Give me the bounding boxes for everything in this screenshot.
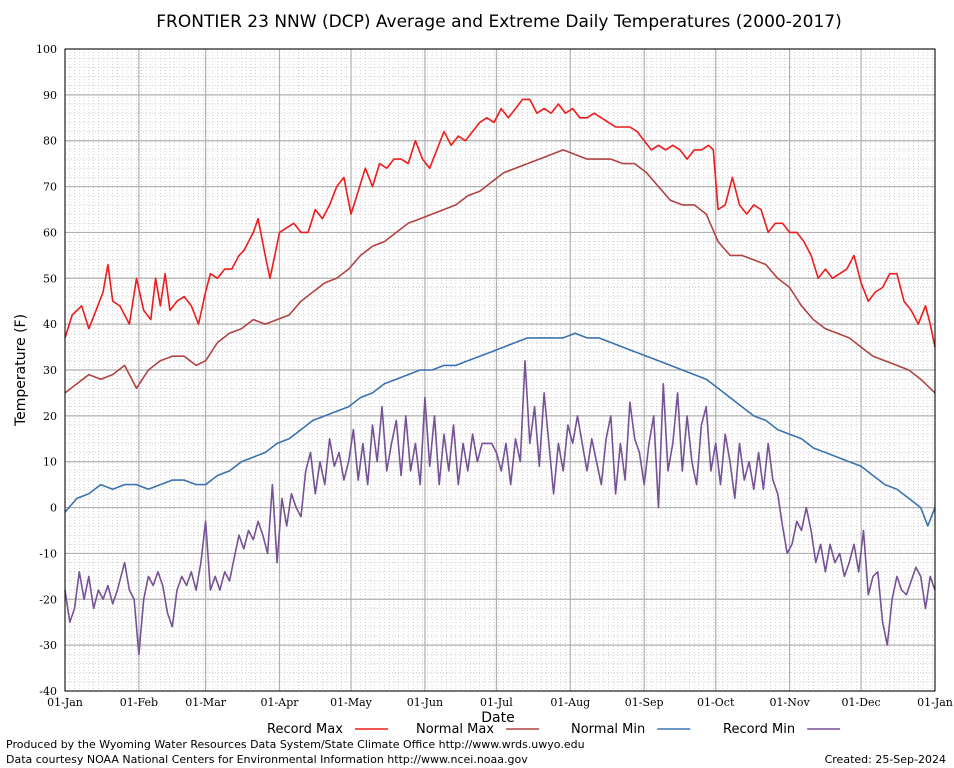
x-tick-label: 01-Dec [842,696,881,709]
credit-line-2: Data courtesy NOAA National Centers for … [6,753,528,766]
y-tick-label: 0 [50,502,57,515]
x-tick-label: 01-Jul [480,696,513,709]
y-axis-label: Temperature (F) [13,314,29,427]
x-tick-label: 01-Feb [120,696,158,709]
created-date: Created: 25-Sep-2024 [824,753,946,766]
y-tick-label: 40 [43,318,57,331]
x-axis-label: Date [481,710,514,726]
y-tick-label: -20 [39,593,57,606]
legend-label-normal-max: Normal Max [416,722,494,737]
x-tick-label: 01-Sep [625,696,664,709]
y-tick-label: 20 [43,410,57,423]
legend: Record Max Normal Max Normal Min Record Min [267,722,841,737]
x-tick-label: 01-Nov [770,696,811,709]
legend-label-record-min: Record Min [723,722,795,737]
x-tick-label: 01-Jan [917,696,953,709]
y-tick-label: -30 [39,639,57,652]
series-line-normal-min [64,332,936,527]
x-tick-label: 01-Mar [185,696,227,709]
y-tick-label: 80 [43,135,57,148]
y-tick-label: 70 [43,181,57,194]
y-tick-label: 60 [43,226,57,239]
legend-label-normal-min: Normal Min [571,722,645,737]
x-tick-label: 01-Apr [261,696,300,709]
y-tick-label: 50 [43,272,57,285]
y-tick-label: 100 [36,43,57,56]
series-layer [64,98,936,656]
x-tick-label: 01-Jun [407,696,443,709]
y-tick-label: -40 [39,685,57,698]
y-tick-label: 90 [43,89,57,102]
plot-frame [64,48,936,692]
y-tick-label: 30 [43,364,57,377]
series-line-record-max [64,98,936,348]
x-tick-label: 01-Oct [697,696,735,709]
series-line-record-min [64,359,936,656]
credit-line-1: Produced by the Wyoming Water Resources … [6,738,585,751]
y-tick-label: -10 [39,547,57,560]
x-tick-label: 01-Jan [47,696,83,709]
series-line-normal-max [64,149,936,394]
chart-title: FRONTIER 23 NNW (DCP) Average and Extrem… [156,12,841,32]
x-tick-label: 01-Aug [550,696,590,709]
x-tick-label: 01-May [330,696,373,709]
y-tick-label: 10 [43,456,57,469]
legend-label-record-max: Record Max [267,722,343,737]
x-tick-labels: 01-Jan 01-Feb 01-Mar 01-Apr 01-May 01-Jun 01-J… [47,696,953,709]
